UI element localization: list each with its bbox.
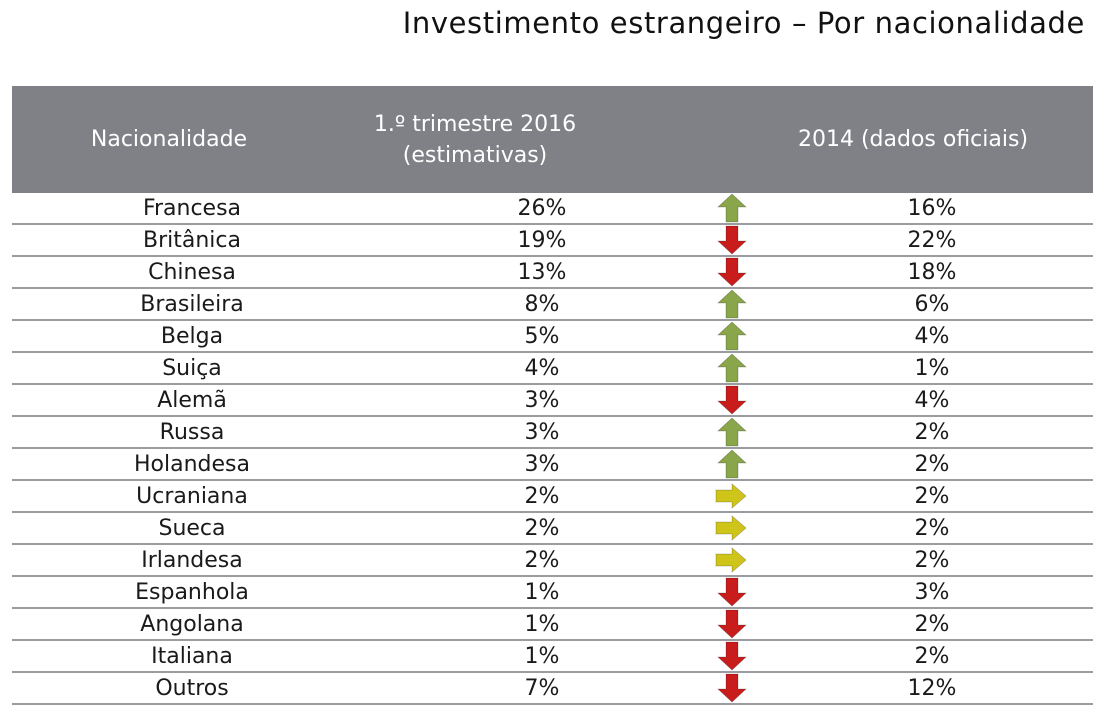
- arrow-up-icon: [712, 417, 752, 447]
- cell-2014: 4%: [914, 323, 950, 349]
- arrow-down-icon: [712, 673, 752, 703]
- chart-title: Investimento estrangeiro – Por nacionali…: [402, 6, 1085, 40]
- cell-q1-2016: 5%: [524, 323, 560, 349]
- arrow-up-icon: [712, 449, 752, 479]
- cell-nationality: Italiana: [151, 643, 233, 669]
- arrow-down-icon: [712, 609, 752, 639]
- cell-2014: 2%: [914, 483, 950, 509]
- arrow-down-icon: [712, 385, 752, 415]
- cell-q1-2016: 3%: [524, 387, 560, 413]
- cell-2014: 22%: [907, 227, 957, 253]
- cell-nationality: Holandesa: [134, 451, 250, 477]
- table-row: Ucraniana 2% 2%: [12, 481, 1093, 513]
- cell-2014: 4%: [914, 387, 950, 413]
- table-row: Sueca 2% 2%: [12, 513, 1093, 545]
- data-table: Nacionalidade 1.º trimestre 2016 (estima…: [12, 86, 1093, 705]
- header-nationality: Nacionalidade: [90, 127, 248, 152]
- table-row: Italiana 1% 2%: [12, 641, 1093, 673]
- cell-q1-2016: 7%: [524, 675, 560, 701]
- cell-2014: 2%: [914, 643, 950, 669]
- table-row: Alemã 3% 4%: [12, 385, 1093, 417]
- cell-nationality: Angolana: [140, 611, 244, 637]
- cell-q1-2016: 2%: [524, 483, 560, 509]
- cell-nationality: Francesa: [142, 195, 242, 221]
- cell-q1-2016: 1%: [524, 643, 560, 669]
- table-header: Nacionalidade 1.º trimestre 2016 (estima…: [12, 86, 1093, 193]
- cell-nationality: Outros: [155, 675, 229, 701]
- arrow-right-icon: [712, 481, 752, 511]
- table-row: Outros 7% 12%: [12, 673, 1093, 705]
- table-row: Francesa 26% 16%: [12, 193, 1093, 225]
- cell-2014: 1%: [914, 355, 950, 381]
- cell-2014: 2%: [914, 547, 950, 573]
- table-row: Belga 5% 4%: [12, 321, 1093, 353]
- cell-2014: 12%: [907, 675, 957, 701]
- table-body: Francesa 26% 16% Britânica 19% 22% Chinesa 13% 1…: [12, 193, 1093, 705]
- table-row: Angolana 1% 2%: [12, 609, 1093, 641]
- cell-q1-2016: 8%: [524, 291, 560, 317]
- arrow-up-icon: [712, 321, 752, 351]
- arrow-up-icon: [712, 289, 752, 319]
- cell-2014: 2%: [914, 515, 950, 541]
- cell-nationality: Suiça: [162, 355, 222, 381]
- cell-q1-2016: 26%: [517, 195, 567, 221]
- cell-2014: 2%: [914, 419, 950, 445]
- arrow-right-icon: [712, 545, 752, 575]
- header-q1-2016: 1.º trimestre 2016 (estimativas): [334, 109, 616, 171]
- table-row: Britânica 19% 22%: [12, 225, 1093, 257]
- table-row: Holandesa 3% 2%: [12, 449, 1093, 481]
- cell-2014: 2%: [914, 611, 950, 637]
- arrow-down-icon: [712, 577, 752, 607]
- cell-q1-2016: 19%: [517, 227, 567, 253]
- cell-nationality: Sueca: [158, 515, 226, 541]
- cell-q1-2016: 4%: [524, 355, 560, 381]
- arrow-down-icon: [712, 641, 752, 671]
- header-2014: 2014 (dados oficiais): [797, 127, 1029, 152]
- cell-nationality: Espanhola: [135, 579, 249, 605]
- cell-q1-2016: 13%: [517, 259, 567, 285]
- arrow-down-icon: [712, 225, 752, 255]
- arrow-right-icon: [712, 513, 752, 543]
- cell-2014: 16%: [907, 195, 957, 221]
- cell-nationality: Brasileira: [140, 291, 244, 317]
- cell-q1-2016: 3%: [524, 451, 560, 477]
- cell-nationality: Britânica: [143, 227, 241, 253]
- cell-2014: 6%: [914, 291, 950, 317]
- arrow-up-icon: [712, 193, 752, 223]
- header-q1-2016-line1: 1.º trimestre 2016: [373, 111, 577, 137]
- cell-q1-2016: 2%: [524, 547, 560, 573]
- table-row: Brasileira 8% 6%: [12, 289, 1093, 321]
- arrow-up-icon: [712, 353, 752, 383]
- cell-nationality: Chinesa: [148, 259, 236, 285]
- cell-nationality: Irlandesa: [141, 547, 243, 573]
- table-row: Russa 3% 2%: [12, 417, 1093, 449]
- cell-2014: 3%: [914, 579, 950, 605]
- table-row: Suiça 4% 1%: [12, 353, 1093, 385]
- cell-nationality: Belga: [160, 323, 224, 349]
- cell-q1-2016: 3%: [524, 419, 560, 445]
- arrow-down-icon: [712, 257, 752, 287]
- cell-q1-2016: 2%: [524, 515, 560, 541]
- cell-2014: 18%: [907, 259, 957, 285]
- cell-nationality: Alemã: [157, 387, 227, 413]
- table-row: Espanhola 1% 3%: [12, 577, 1093, 609]
- cell-nationality: Russa: [159, 419, 225, 445]
- cell-q1-2016: 1%: [524, 579, 560, 605]
- header-q1-2016-line2: (estimativas): [402, 142, 548, 168]
- cell-nationality: Ucraniana: [136, 483, 248, 509]
- table-row: Irlandesa 2% 2%: [12, 545, 1093, 577]
- table-row: Chinesa 13% 18%: [12, 257, 1093, 289]
- cell-2014: 2%: [914, 451, 950, 477]
- cell-q1-2016: 1%: [524, 611, 560, 637]
